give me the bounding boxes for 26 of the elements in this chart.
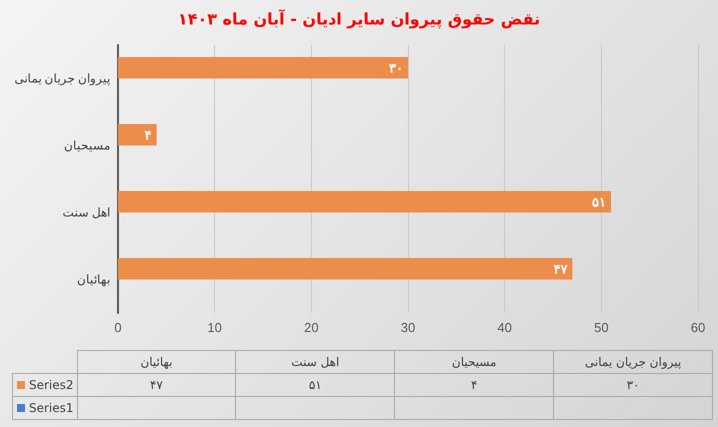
x-tick-label: 50 [594, 320, 609, 335]
x-tick-label: 0 [114, 320, 122, 335]
text: ۴۷ [150, 378, 163, 392]
x-tick-label: 30 [400, 320, 416, 335]
x-tick-label: 10 [207, 320, 222, 335]
data-label: ۳۰ [389, 60, 403, 76]
text: ۴ [470, 378, 478, 392]
text: ۵۱ [308, 378, 322, 392]
x-tick-label: 40 [497, 320, 512, 335]
chart-title: نقض حقوق پیروان سایر ادیان - آبان ماه ۱۴۰۳ [178, 8, 540, 28]
category-label: مسیحیان [452, 355, 496, 369]
category-label: اهل سنت [291, 355, 340, 369]
x-tick-label: 60 [690, 320, 706, 335]
data-label: ۴ [144, 127, 152, 142]
legend-label: Series2 [12, 374, 77, 396]
y-tick-label: پیروان جریان یمانی [14, 72, 110, 86]
data-label: ۴۷ [553, 261, 568, 276]
y-tick-label: اهل سنت [62, 206, 110, 220]
y-tick-label: بهائیان [77, 272, 110, 286]
category-label: پیروان جریان یمانی [584, 355, 682, 369]
category-label: بهائیان [140, 355, 172, 369]
data-label: ۵۱ [592, 194, 606, 210]
legend-label: Series1 [12, 396, 77, 420]
text: ۳۰ [626, 378, 640, 392]
y-tick-label: مسیحیان [64, 138, 110, 152]
x-tick-label: 20 [304, 320, 319, 335]
